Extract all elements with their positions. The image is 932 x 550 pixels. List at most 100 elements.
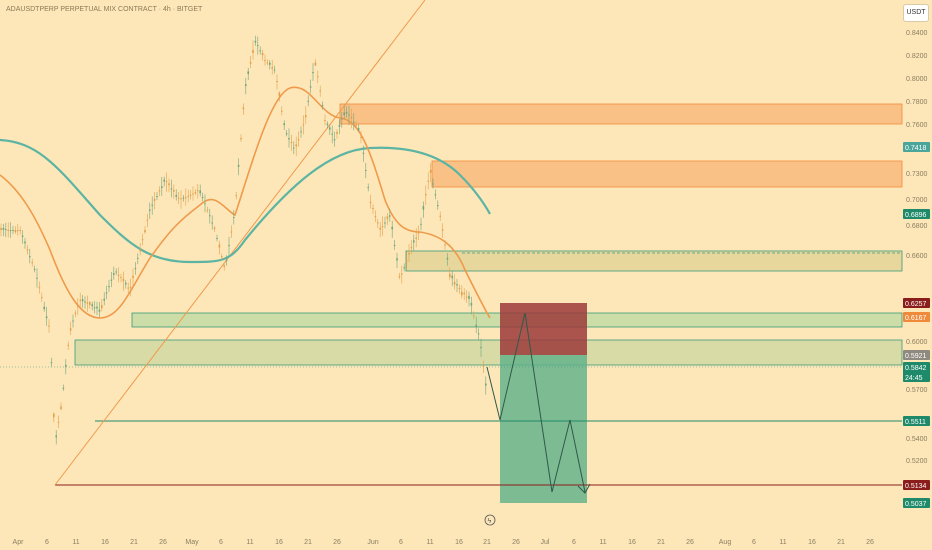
candle-body	[223, 265, 225, 267]
price-label-box	[903, 362, 930, 382]
price-label-text: 0.5842	[905, 365, 927, 372]
candle-body	[5, 229, 7, 231]
candle-body	[252, 50, 254, 53]
candle-body	[62, 387, 65, 389]
candle-body	[259, 50, 261, 52]
candle-body	[336, 131, 338, 134]
price-tick-label: 0.6000	[906, 339, 928, 346]
candle-body	[413, 240, 415, 243]
candle-body	[122, 278, 125, 282]
candle-body	[266, 62, 269, 64]
candle-body	[329, 127, 331, 130]
candle-body	[461, 291, 463, 296]
candle-body	[33, 268, 36, 270]
price-tick-label: 0.7300	[906, 171, 928, 178]
price-label-text: 0.6257	[905, 301, 927, 308]
price-label-text: 0.5134	[905, 483, 927, 490]
candle-body	[456, 284, 458, 286]
candle-body	[221, 256, 223, 258]
resistance-zone-lower[interactable]	[431, 160, 903, 188]
candle-body	[161, 186, 163, 189]
candle-body	[343, 112, 345, 116]
candle-body	[415, 237, 417, 240]
chart-title: ADAUSDTPERP PERPETUAL MIX CONTRACT · 4h …	[6, 6, 203, 13]
bolt-icon[interactable]	[484, 514, 496, 526]
candle-body	[417, 232, 420, 234]
date-tick-label: 16	[455, 539, 463, 546]
date-tick-label: 16	[808, 539, 816, 546]
resistance-zone-upper[interactable]	[339, 103, 903, 125]
candle-body	[305, 115, 307, 118]
date-tick-label: 16	[101, 539, 109, 546]
candle-body	[357, 128, 360, 131]
take-profit-zone[interactable]	[500, 355, 587, 503]
trendline[interactable]	[54, 0, 426, 486]
candle-body	[2, 227, 5, 230]
candle-body	[453, 281, 456, 285]
candle-body	[451, 275, 453, 279]
candle-body	[201, 196, 204, 198]
projection-path[interactable]	[486, 312, 586, 493]
date-tick-label: 6	[752, 539, 756, 546]
candle-body	[353, 121, 355, 123]
candle-body	[180, 198, 182, 200]
price-label-box	[903, 498, 930, 508]
date-tick-label: Jul	[541, 539, 550, 546]
candle-body	[269, 62, 271, 65]
bolt-glyph: ϟ	[488, 518, 492, 525]
date-tick-label: 21	[657, 539, 665, 546]
candle-body	[108, 286, 110, 288]
candle-body	[189, 194, 192, 196]
candle-body	[288, 138, 290, 140]
candle-body	[326, 123, 329, 125]
candle-body	[113, 273, 115, 275]
candle-body	[91, 304, 93, 307]
candle-body	[314, 62, 317, 66]
candle-body	[139, 249, 141, 252]
candle-body	[309, 86, 312, 88]
currency-button[interactable]: USDT	[903, 4, 929, 22]
candle-body	[432, 183, 434, 185]
price-label-text: 0.5921	[905, 353, 927, 360]
price-label-box	[903, 298, 930, 308]
candle-body	[386, 216, 389, 219]
date-tick-label: 21	[304, 539, 312, 546]
candle-body	[410, 247, 413, 249]
mid-zone[interactable]	[405, 250, 903, 272]
candle-body	[271, 67, 273, 69]
candle-body	[391, 226, 393, 230]
candle-body	[206, 209, 209, 211]
candle-body	[463, 292, 465, 295]
price-label-text: 0.5037	[905, 501, 927, 508]
candle-body	[153, 198, 156, 201]
date-tick-label: 26	[333, 539, 341, 546]
price-tick-label: 0.6800	[906, 223, 928, 230]
price-tick-label: 0.7000	[906, 197, 928, 204]
candle-body	[29, 256, 31, 258]
candle-body	[21, 235, 24, 237]
candle-body	[14, 230, 17, 233]
ma-fast	[0, 86, 491, 319]
candle-body	[194, 192, 197, 194]
candle-body	[307, 100, 309, 102]
candle-body	[331, 133, 333, 135]
price-labels: 0.7418 0.6896 0.6257 0.6167 0.5921 0.5842 24:4…	[903, 142, 930, 508]
price-label-text: 0.7418	[905, 145, 927, 152]
candle-body	[429, 170, 432, 173]
price-label-box	[903, 312, 930, 322]
price-label-box	[903, 480, 930, 490]
candle-body	[197, 190, 199, 192]
candle-body	[134, 268, 137, 270]
candle-body	[209, 215, 211, 217]
candle-body	[120, 277, 122, 279]
stop-loss-zone[interactable]	[500, 303, 587, 355]
candle-body	[377, 222, 379, 224]
candle-body	[151, 204, 153, 206]
candle-body	[257, 45, 259, 47]
candle-body	[367, 187, 369, 189]
candle-body	[374, 216, 377, 218]
support-zone-lower[interactable]	[74, 339, 903, 366]
date-tick-label: May	[185, 539, 199, 546]
date-tick-label: Jun	[367, 539, 378, 546]
